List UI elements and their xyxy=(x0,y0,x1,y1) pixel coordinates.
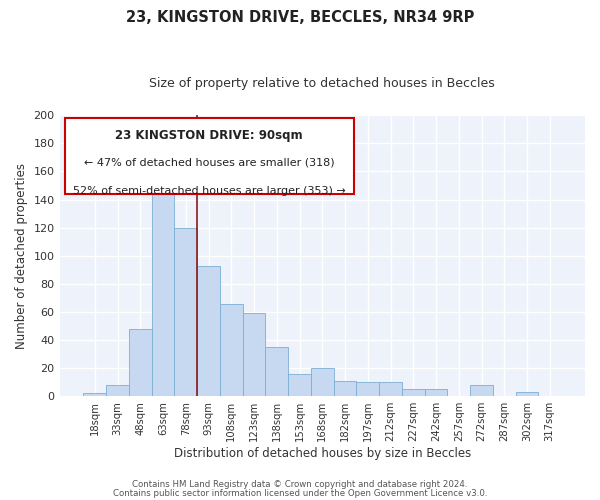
Title: Size of property relative to detached houses in Beccles: Size of property relative to detached ho… xyxy=(149,78,495,90)
Bar xyxy=(129,329,152,396)
FancyBboxPatch shape xyxy=(65,118,354,194)
Text: Contains public sector information licensed under the Open Government Licence v3: Contains public sector information licen… xyxy=(113,489,487,498)
Bar xyxy=(152,162,175,396)
Bar xyxy=(402,389,425,396)
Bar xyxy=(288,374,311,396)
Bar xyxy=(83,394,106,396)
Bar xyxy=(311,368,334,396)
Bar xyxy=(470,385,493,396)
Bar xyxy=(220,304,242,396)
Bar xyxy=(265,347,288,396)
Bar xyxy=(356,382,379,396)
Text: ← 47% of detached houses are smaller (318): ← 47% of detached houses are smaller (31… xyxy=(84,158,335,168)
Y-axis label: Number of detached properties: Number of detached properties xyxy=(15,162,28,348)
Bar xyxy=(242,314,265,396)
Bar xyxy=(425,389,448,396)
Bar xyxy=(334,381,356,396)
Bar xyxy=(175,228,197,396)
Text: 23 KINGSTON DRIVE: 90sqm: 23 KINGSTON DRIVE: 90sqm xyxy=(115,130,303,142)
X-axis label: Distribution of detached houses by size in Beccles: Distribution of detached houses by size … xyxy=(173,447,471,460)
Bar xyxy=(197,266,220,396)
Text: 23, KINGSTON DRIVE, BECCLES, NR34 9RP: 23, KINGSTON DRIVE, BECCLES, NR34 9RP xyxy=(126,10,474,25)
Text: Contains HM Land Registry data © Crown copyright and database right 2024.: Contains HM Land Registry data © Crown c… xyxy=(132,480,468,489)
Bar xyxy=(515,392,538,396)
Text: 52% of semi-detached houses are larger (353) →: 52% of semi-detached houses are larger (… xyxy=(73,186,346,196)
Bar xyxy=(106,385,129,396)
Bar xyxy=(379,382,402,396)
